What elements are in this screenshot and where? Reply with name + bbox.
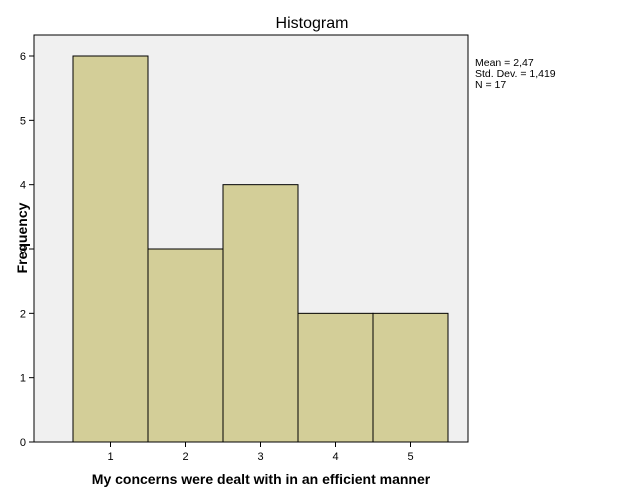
y-tick-label: 4 [20,180,26,192]
x-axis: 1 2 3 4 5 [107,442,414,463]
histogram-bar-1 [72,55,149,443]
stats-mean: Mean = 2,47 [475,57,534,69]
stats-n: N = 17 [475,79,506,91]
x-tick-label: 1 [107,451,113,463]
x-tick-label: 5 [407,451,413,463]
histogram-bar-3 [222,184,299,443]
y-tick-label: 0 [20,437,26,449]
summary-stats: Mean = 2,47 Std. Dev. = 1,419 N = 17 [475,57,556,91]
chart-title: Histogram [276,15,349,32]
x-tick-label: 2 [182,451,188,463]
y-tick-label: 2 [20,308,26,320]
histogram-bar-2 [147,248,224,443]
y-tick-label: 1 [20,373,26,385]
y-axis-title: Frequency [14,202,30,273]
histogram-bar-5 [372,312,449,443]
histogram-bar-4 [297,312,374,443]
stats-std-dev: Std. Dev. = 1,419 [475,68,556,80]
bars-group [72,55,449,443]
y-tick-label: 6 [20,51,26,63]
y-tick-label: 5 [20,115,26,127]
x-axis-title: My concerns were dealt with in an effici… [92,471,431,487]
x-tick-label: 3 [257,451,263,463]
y-axis: 0 1 2 3 4 5 6 [20,51,34,449]
x-tick-label: 4 [332,451,338,463]
y-tick-label: 3 [20,244,26,256]
